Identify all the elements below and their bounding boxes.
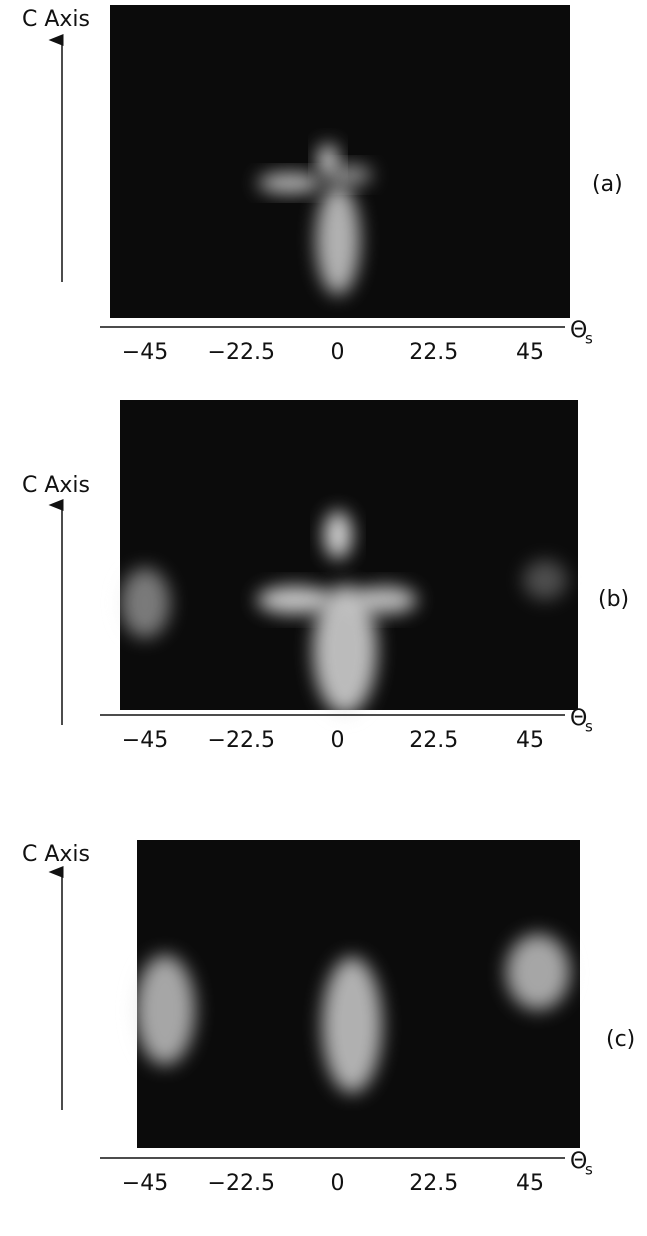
panel-label: (b) [598, 587, 629, 612]
x-tick-label: −45 [122, 340, 168, 365]
diffraction-spot [324, 511, 352, 559]
diffraction-spot [322, 957, 382, 1093]
x-tick-label: 22.5 [409, 340, 458, 365]
y-axis-label: C Axis [22, 473, 90, 498]
x-tick-label: −22.5 [208, 1171, 275, 1196]
diffraction-spot [120, 568, 170, 638]
diffraction-spot [523, 560, 567, 600]
x-tick-label: −22.5 [208, 340, 275, 365]
panel-label: (c) [606, 1027, 635, 1052]
x-tick-label: 0 [331, 340, 345, 365]
x-tick-label: −22.5 [208, 728, 275, 753]
x-tick-label: 0 [331, 1171, 345, 1196]
x-tick-label: 45 [516, 728, 544, 753]
diffraction-spot [258, 173, 322, 193]
diffraction-spot [316, 185, 360, 295]
panel-label: (a) [592, 172, 623, 197]
diffraction-spot [135, 955, 195, 1065]
x-axis-subscript: s [585, 330, 593, 348]
x-tick-label: 22.5 [409, 728, 458, 753]
diffraction-spot [318, 144, 338, 176]
x-tick-label: 22.5 [409, 1171, 458, 1196]
x-tick-label: 45 [516, 1171, 544, 1196]
x-axis-subscript: s [585, 718, 593, 736]
x-tick-label: −45 [122, 1171, 168, 1196]
x-tick-label: 0 [331, 728, 345, 753]
figure: C Axis(a)Θs−45−22.5022.545C Axis(b)Θs−45… [0, 0, 647, 1236]
x-axis-subscript: s [585, 1161, 593, 1179]
diffraction-spot [506, 934, 570, 1010]
diffraction-spot [313, 585, 377, 715]
y-axis-label: C Axis [22, 7, 90, 32]
y-axis-label: C Axis [22, 842, 90, 867]
x-tick-label: 45 [516, 340, 544, 365]
x-tick-label: −45 [122, 728, 168, 753]
